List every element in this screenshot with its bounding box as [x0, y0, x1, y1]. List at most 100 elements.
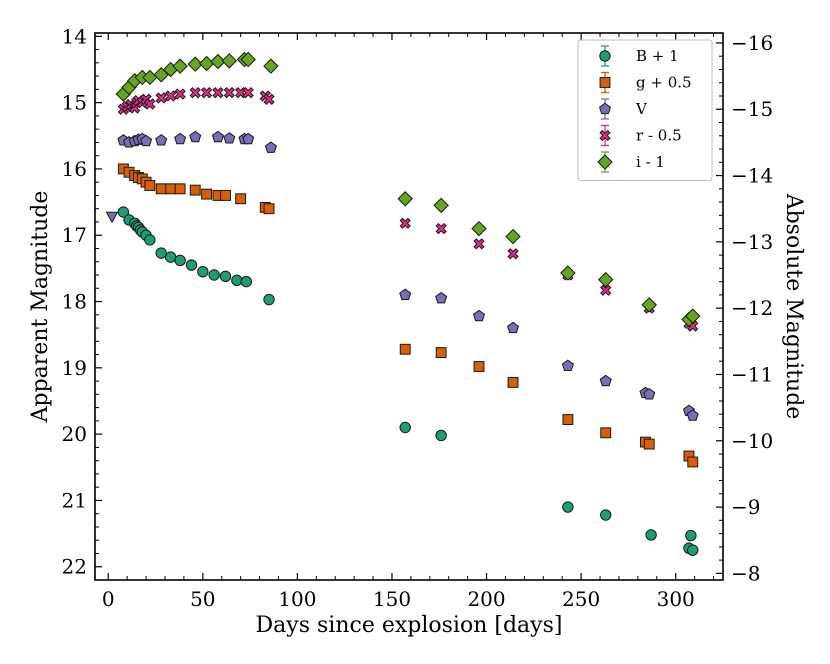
- data-point: [164, 251, 177, 263]
- upper-limit-point: [105, 211, 119, 224]
- y-tick-label: 18: [62, 290, 87, 314]
- y-tick-label: 14: [62, 24, 87, 48]
- data-point: [208, 269, 220, 281]
- data-point: [643, 438, 655, 450]
- data-point: [197, 265, 209, 278]
- data-point: [165, 90, 177, 102]
- y-tick-label: 22: [62, 555, 87, 579]
- series-v: [117, 130, 699, 421]
- y-right-tick-label: −13: [731, 230, 773, 254]
- data-point: [641, 297, 657, 313]
- y-tick-labels-left: 14 15 16 17 18 19 20 21 22: [62, 24, 87, 578]
- data-point: [174, 88, 186, 100]
- data-point: [562, 501, 574, 513]
- y-right-tick-label: −15: [731, 97, 773, 121]
- data-point: [399, 217, 411, 229]
- data-point: [435, 291, 448, 304]
- data-point: [174, 183, 186, 195]
- legend-label: B + 1: [636, 47, 679, 65]
- data-point: [240, 51, 256, 68]
- data-point: [144, 98, 156, 110]
- data-point: [144, 180, 156, 191]
- x-tick-label: 100: [278, 587, 316, 611]
- legend-marker: [598, 102, 612, 115]
- data-point: [399, 343, 411, 355]
- plot-area-frame: [94, 32, 724, 581]
- data-point: [242, 132, 255, 145]
- data-point: [240, 275, 253, 288]
- data-point: [189, 184, 201, 196]
- x-tick-label: 150: [373, 587, 411, 611]
- data-point: [399, 288, 412, 301]
- data-point: [435, 347, 447, 359]
- legend-label: r - 0.5: [636, 127, 682, 145]
- legend-marker: [599, 77, 611, 88]
- series-r-0-5: [117, 87, 699, 332]
- data-point: [223, 87, 235, 99]
- data-point: [155, 247, 167, 259]
- x-axis-title: Days since explosion [days]: [256, 613, 563, 638]
- data-point: [397, 191, 413, 207]
- y-right-tick-label: −11: [731, 362, 773, 386]
- data-point: [599, 374, 612, 387]
- y-right-tick-label: −14: [731, 164, 773, 188]
- data-point: [219, 270, 232, 283]
- data-point: [231, 274, 243, 287]
- data-point: [507, 376, 519, 388]
- y-right-tick-label: −8: [731, 561, 760, 585]
- data-point: [685, 308, 701, 324]
- data-point: [140, 134, 153, 147]
- data-point: [242, 87, 254, 99]
- y-right-tick-label: −9: [731, 495, 760, 519]
- y-tick-label: 15: [62, 91, 87, 115]
- data-point: [235, 193, 247, 205]
- data-point: [211, 130, 224, 143]
- data-point: [687, 456, 699, 468]
- data-point: [686, 409, 699, 421]
- data-point: [600, 509, 612, 521]
- data-point: [473, 238, 485, 250]
- data-point: [153, 67, 169, 83]
- data-point: [189, 130, 202, 143]
- legend-marker: [597, 154, 613, 170]
- data-point: [435, 429, 447, 442]
- data-point: [189, 87, 201, 99]
- legend: B + 1 g + 0.5 Vr - 0.5 i - 1: [577, 39, 713, 181]
- data-point: [685, 529, 697, 542]
- y-axis-title-right: Absolute Magnitude: [781, 193, 806, 420]
- data-point: [198, 55, 215, 72]
- x-tick-label: 200: [467, 587, 505, 611]
- data-point: [155, 134, 168, 146]
- data-point: [507, 248, 519, 260]
- data-point: [471, 220, 487, 237]
- data-point: [212, 87, 224, 99]
- series-g-0-5: [117, 163, 699, 468]
- data-point: [435, 222, 447, 235]
- data-point: [187, 56, 203, 72]
- y-tick-labels-right: −16 −15 −14 −13 −12 −11 −10 −9 −8: [731, 31, 773, 585]
- data-point: [687, 544, 699, 556]
- data-point: [221, 53, 238, 69]
- data-point: [165, 183, 177, 195]
- data-point: [597, 271, 614, 288]
- data-point: [201, 188, 213, 200]
- x-tick-label: 300: [657, 587, 695, 611]
- data-point: [643, 388, 656, 400]
- legend-label: i - 1: [636, 153, 665, 171]
- data-point: [155, 92, 167, 104]
- series-i-1: [115, 51, 701, 328]
- legend-marker: [599, 129, 611, 142]
- legend-label: V: [635, 100, 648, 118]
- data-point: [210, 53, 226, 70]
- y-tick-label: 17: [62, 223, 87, 247]
- data-point: [473, 361, 485, 372]
- data-point: [172, 58, 188, 74]
- x-tick-labels: 0 50 100 150 200 250 300: [102, 587, 695, 611]
- data-point: [174, 254, 186, 267]
- legend-label: g + 0.5: [636, 74, 692, 92]
- data-point: [263, 58, 279, 74]
- y-tick-label: 16: [62, 157, 87, 181]
- data-point: [264, 141, 277, 153]
- data-point: [433, 197, 449, 214]
